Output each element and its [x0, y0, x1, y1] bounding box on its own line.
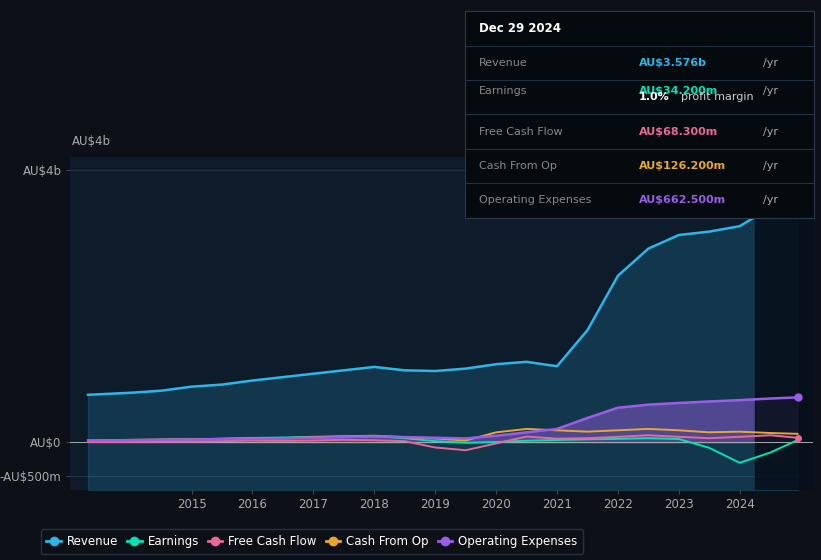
- Text: 1.0%: 1.0%: [639, 92, 670, 102]
- Text: Revenue: Revenue: [479, 58, 527, 68]
- Text: AU$3.576b: AU$3.576b: [639, 58, 707, 68]
- Text: Earnings: Earnings: [479, 86, 527, 96]
- Text: /yr: /yr: [763, 127, 778, 137]
- Text: Dec 29 2024: Dec 29 2024: [479, 22, 561, 35]
- Text: /yr: /yr: [763, 58, 778, 68]
- Legend: Revenue, Earnings, Free Cash Flow, Cash From Op, Operating Expenses: Revenue, Earnings, Free Cash Flow, Cash …: [40, 529, 584, 554]
- Text: /yr: /yr: [763, 161, 778, 171]
- Text: /yr: /yr: [763, 195, 778, 206]
- Text: AU$4b: AU$4b: [71, 136, 111, 148]
- Text: Cash From Op: Cash From Op: [479, 161, 557, 171]
- Text: Free Cash Flow: Free Cash Flow: [479, 127, 562, 137]
- Bar: [755, 157, 813, 490]
- Text: AU$68.300m: AU$68.300m: [639, 127, 718, 137]
- Text: AU$34.200m: AU$34.200m: [639, 86, 718, 96]
- Text: /yr: /yr: [763, 86, 778, 96]
- Text: AU$126.200m: AU$126.200m: [639, 161, 727, 171]
- Text: profit margin: profit margin: [681, 92, 754, 102]
- Text: Operating Expenses: Operating Expenses: [479, 195, 591, 206]
- Text: AU$662.500m: AU$662.500m: [639, 195, 727, 206]
